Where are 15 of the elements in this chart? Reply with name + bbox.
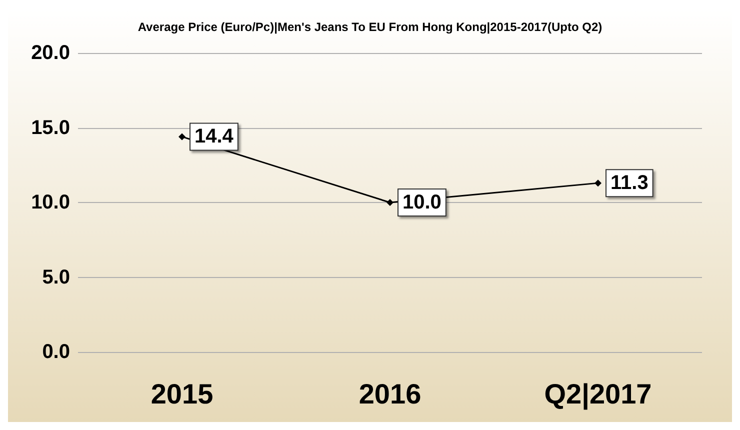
- point: [178, 133, 186, 140]
- point: [386, 199, 394, 206]
- data-label: 14.4: [194, 126, 234, 148]
- data-label: 10.0: [402, 192, 442, 214]
- x-tick-label: 2016: [358, 378, 422, 410]
- y-tick-label: 5.0: [42, 266, 70, 288]
- y-tick-label: 10.0: [31, 192, 70, 214]
- x-tick-label: Q2|2017: [544, 378, 652, 410]
- data-label: 11.3: [610, 172, 648, 194]
- y-tick-label: 20.0: [31, 42, 70, 64]
- y-tick-label: 0.0: [42, 341, 70, 363]
- chart-title: Average Price (Euro/Pc)|Men's Jeans To EU From Hong Kong|2015-2017(Upto Q2): [138, 20, 602, 34]
- y-tick-label: 15.0: [31, 116, 70, 139]
- point: [594, 180, 602, 187]
- x-tick-label: 2015: [150, 378, 214, 410]
